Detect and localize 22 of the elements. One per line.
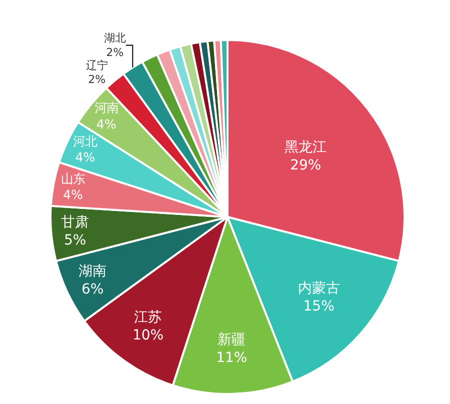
data-label: 5% [64, 232, 86, 249]
data-label: 4% [96, 116, 116, 132]
data-label: 29% [290, 158, 322, 174]
slice-label: 山东 [61, 170, 85, 186]
data-label: 4% [75, 150, 96, 165]
slice-label: 河南 [94, 100, 118, 116]
slice-label: 新疆 [218, 332, 246, 348]
data-label: 6% [82, 282, 104, 298]
slice-label: 湖南 [78, 263, 107, 280]
slice-label: 辽宁 [86, 58, 108, 72]
data-label: 10% [132, 327, 164, 344]
slice-label: 黑龙江 [284, 139, 327, 156]
slice-label: 江苏 [134, 309, 162, 326]
data-label: 4% [63, 187, 84, 202]
data-label: 11% [216, 350, 248, 366]
data-label: 15% [303, 298, 334, 315]
slice-label: 河北 [73, 133, 98, 148]
data-label: 2% [88, 73, 106, 86]
slice-label: 内蒙古 [298, 280, 340, 296]
slice-label: 甘肃 [61, 214, 90, 230]
slice-label: 湖北 [104, 32, 126, 45]
data-label: 2% [106, 46, 124, 59]
